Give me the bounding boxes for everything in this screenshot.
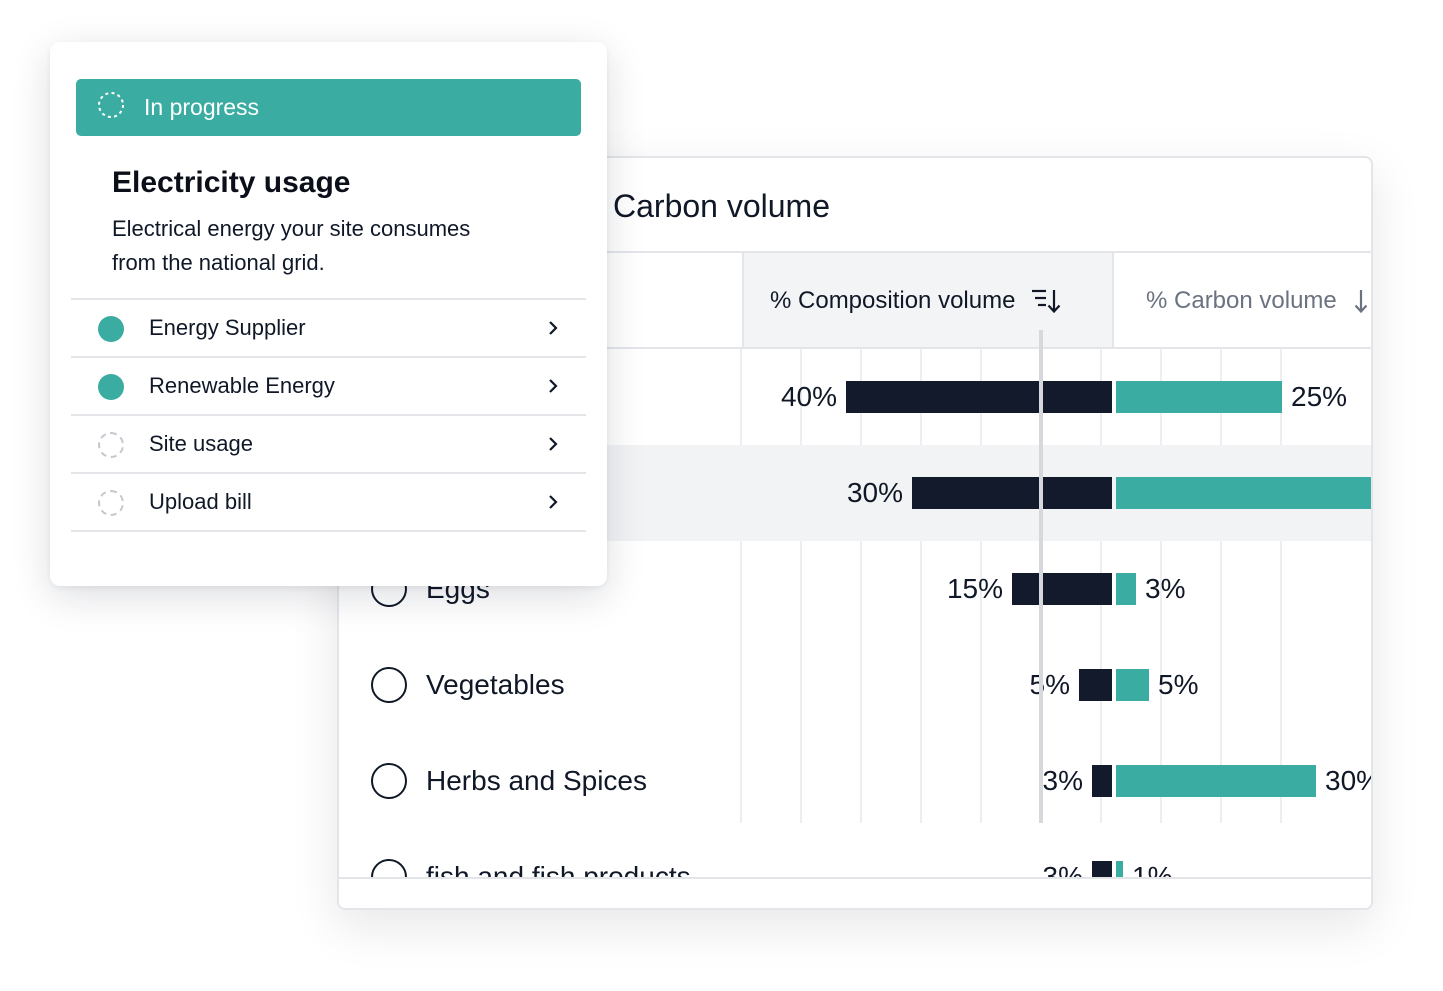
grid-line (980, 349, 982, 823)
column-header-composition[interactable]: % Composition volume (742, 253, 1112, 349)
sort-descending-icon[interactable] (1031, 288, 1061, 314)
header-divider (339, 347, 1371, 349)
row-radio-button[interactable] (371, 859, 407, 877)
status-banner: In progress (76, 79, 581, 136)
column-header-carbon[interactable]: % Carbon volume (1112, 253, 1371, 349)
grid-line (740, 349, 742, 823)
carbon-value-label: 1% (1132, 861, 1173, 877)
task-item-upload-bill[interactable]: Upload bill (71, 474, 586, 532)
grid-line (800, 349, 802, 823)
task-item-site-usage[interactable]: Site usage (71, 416, 586, 474)
composition-bar (1092, 861, 1112, 877)
grid-line (860, 349, 862, 823)
pending-status-icon (98, 432, 124, 458)
grid-line (1220, 349, 1222, 823)
composition-bar (1092, 765, 1112, 797)
column-header-carbon-label: % Carbon volume (1146, 287, 1337, 314)
carbon-bar (1116, 477, 1371, 509)
task-label: Renewable Energy (149, 373, 335, 398)
carbon-bar (1116, 573, 1136, 605)
task-item-renewable-energy[interactable]: Renewable Energy (71, 358, 586, 416)
arrow-down-icon[interactable] (1353, 288, 1369, 314)
row-radio-button[interactable] (371, 763, 407, 799)
chevron-right-icon[interactable] (548, 435, 558, 458)
carbon-bar (1116, 765, 1316, 797)
table-row[interactable]: Herbs and Spices 3% 30% (339, 733, 1371, 829)
row-radio-button[interactable] (371, 667, 407, 703)
footer-divider (339, 877, 1371, 879)
task-label: Upload bill (149, 489, 252, 514)
carbon-value-label: 25% (1291, 381, 1348, 412)
title-divider (339, 251, 1371, 253)
electricity-usage-card: In progress Electricity usage Electrical… (50, 42, 607, 586)
table-row[interactable]: fish and fish products 3% 1% (339, 829, 1371, 877)
row-label: Vegetables (426, 669, 565, 700)
composition-bar (912, 477, 1112, 509)
task-label: Energy Supplier (149, 315, 306, 340)
status-label: In progress (144, 94, 260, 120)
grid-line (1160, 349, 1162, 823)
table-row[interactable]: Eggs 15% 3% (339, 541, 1371, 637)
panel-title: Carbon volume (613, 188, 830, 224)
composition-value-label: 3% (1042, 861, 1083, 877)
card-title: Electricity usage (112, 166, 351, 199)
carbon-value-label: 5% (1158, 669, 1199, 700)
chevron-right-icon[interactable] (548, 319, 558, 342)
composition-bar (846, 381, 1112, 413)
progress-circle-icon (97, 91, 125, 124)
pending-status-icon (98, 490, 124, 516)
chevron-right-icon[interactable] (548, 493, 558, 516)
composition-value-label: 40% (780, 381, 837, 412)
row-label: fish and fish products (426, 861, 691, 877)
composition-value-label: 5% (1029, 669, 1070, 700)
card-description: Electrical energy your site consumes fro… (112, 216, 471, 275)
carbon-value-label: 3% (1145, 573, 1186, 604)
column-header-composition-label: % Composition volume (770, 287, 1016, 314)
composition-value-label: 3% (1042, 765, 1083, 796)
table-footer (339, 879, 1371, 908)
composition-bar (1079, 669, 1112, 701)
row-label: Herbs and Spices (426, 765, 648, 796)
completed-status-icon (98, 374, 124, 400)
carbon-bar (1116, 861, 1123, 877)
composition-value-label: 30% (846, 477, 903, 508)
carbon-bar (1116, 381, 1282, 413)
composition-value-label: 15% (946, 573, 1003, 604)
task-list: Energy Supplier Renewable Energy Site usag… (71, 298, 586, 532)
chevron-right-icon[interactable] (548, 377, 558, 400)
carbon-value-label: 30% (1325, 765, 1371, 796)
grid-line (920, 349, 922, 823)
composition-bar (1012, 573, 1112, 605)
grid-line (1280, 349, 1282, 823)
task-item-energy-supplier[interactable]: Energy Supplier (71, 300, 586, 358)
chart-axis-line (1039, 330, 1043, 823)
task-label: Site usage (149, 431, 253, 456)
table-row[interactable]: Vegetables 5% 5% (339, 637, 1371, 733)
carbon-bar (1116, 669, 1149, 701)
completed-status-icon (98, 316, 124, 342)
